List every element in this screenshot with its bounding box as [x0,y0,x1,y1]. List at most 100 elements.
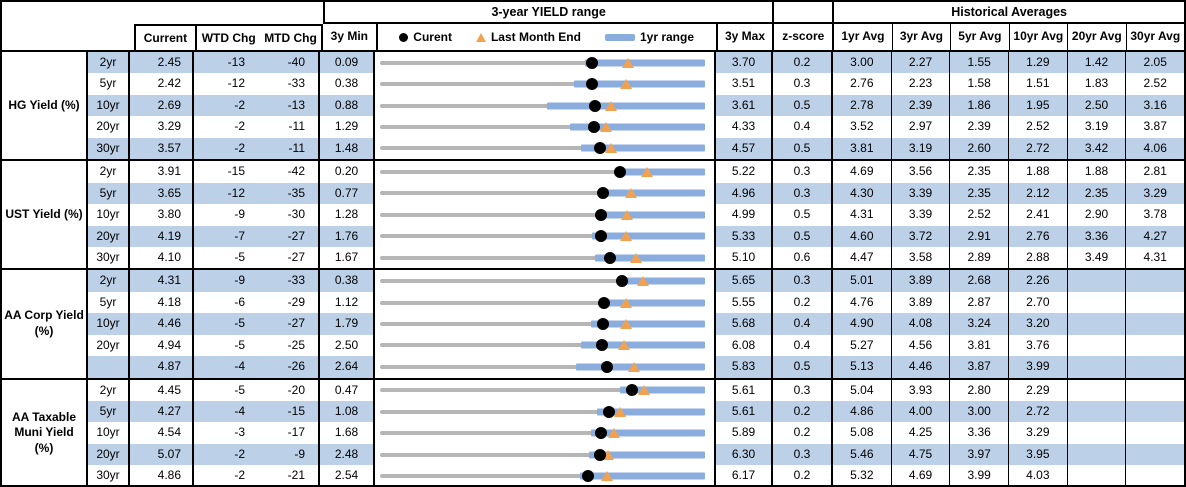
avg-value-1: 4.60 [833,225,892,247]
one-year-range-bar [599,299,705,307]
avg-value-5 [1068,379,1127,401]
wtd-chg-value: -5 [234,249,245,264]
one-year-range-bar [615,168,705,176]
range-chart-cell [375,182,716,205]
three-year-track [380,212,705,217]
table-row: 2yr 2.45 -13 -40 0.09 3.70 0.2 3.00 2.27 1.55 1.29… [86,52,1184,74]
avg-value-4: 2.70 [1009,291,1068,314]
range-chart-cell [375,379,716,401]
avg-value-3: 2.89 [950,246,1010,269]
average-values: 2.76 2.23 1.58 1.51 1.83 2.52 [833,73,1184,95]
section-rows: 2yr 4.31 -9 -33 0.38 5.65 0.3 5.01 3.89 2.68 2.26 5… [86,270,1184,378]
mtd-chg-value: -33 [258,73,320,95]
section-rows: 2yr 2.45 -13 -40 0.09 3.70 0.2 3.00 2.27 1.55 1.29… [86,52,1184,160]
range-min-value: 1.79 [320,313,375,335]
last-month-end-marker [600,471,613,482]
mtd-chg-value: -30 [258,204,320,226]
range-chart-cell [375,52,716,74]
avg-value-4: 3.76 [1009,334,1068,357]
three-year-track [380,146,705,151]
avg-value-4: 2.88 [1009,246,1068,269]
range-chart-cell [375,246,716,269]
current-value: 3.29 [130,116,194,138]
header-spacer [2,2,323,24]
avg-value-5: 2.35 [1067,182,1127,205]
average-values: 4.69 3.56 2.35 1.88 1.88 2.81 [833,161,1184,183]
average-values: 5.27 4.56 3.81 3.76 [833,334,1184,357]
avg-value-3: 2.68 [950,270,1010,292]
avg-value-5: 3.42 [1067,137,1127,160]
avg-value-4: 4.03 [1009,465,1068,485]
last-month-end-marker [638,385,651,396]
current-value: 4.54 [130,422,194,444]
wtd-chg-value: -2 [194,137,258,160]
avg-value-5: 3.19 [1068,116,1127,138]
current-value: 4.31 [130,270,194,292]
range-min-value: 0.88 [320,94,375,117]
three-year-track [380,279,705,284]
avg-value-2: 3.89 [892,291,951,314]
table-row: 4.87 -4 -26 2.64 5.83 0.5 5.13 4.46 3.87 3.99 [86,356,1184,378]
range-max-value: 5.65 [716,270,773,292]
group-label: UST Yield (%) [5,206,83,221]
wtd-chg-value: -2 [234,119,245,134]
current-dot [597,187,610,200]
current-dot [614,165,627,178]
range-chart-cell [375,161,716,183]
range-min-value: 0.38 [320,270,375,292]
mtd-chg-value: -27 [258,225,320,247]
avg-value-1: 5.46 [833,443,892,466]
current-value: 3.91 [130,161,194,183]
one-year-range-bar [595,254,705,262]
avg-value-6: 2.81 [1143,164,1167,179]
table-row: 2yr 3.91 -15 -42 0.20 5.22 0.3 4.69 3.56 2.35 1.88… [86,161,1184,183]
avg-value-2: 3.72 [891,225,951,247]
current-dot [589,99,602,112]
column-header-3y-min: 3y Min [323,24,378,50]
one-year-range-bar-icon [604,33,635,41]
last-month-end-marker [599,122,612,133]
avg-value-3: 3.24 [950,313,1010,335]
avg-value-2: 2.97 [892,116,951,138]
avg-value-3: 2.80 [950,379,1010,401]
table-row: 30yr 4.10 -5 -27 1.67 5.10 0.6 4.47 3.58 2.89 2.88… [86,246,1184,269]
one-year-range-bar [618,277,705,285]
wtd-chg-value: -9 [194,270,258,292]
section-3: AA Corp Yield (%) 2yr 4.31 -9 -33 0.38 5.65 0.3… [2,268,1184,378]
avg-value-2: 3.39 [891,182,951,205]
mtd-chg-value: -17 [258,422,320,444]
average-values: 3.81 3.19 2.60 2.72 3.42 4.06 [833,137,1184,160]
group-label: AA Taxable Muni Yield (%) [11,409,77,455]
range-plot [380,356,705,377]
range-plot [380,226,705,247]
last-month-end-marker [620,79,633,90]
range-chart-cell [375,356,716,378]
range-min-value: 2.48 [320,443,375,466]
wtd-chg-value: -12 [227,76,245,91]
three-year-track [380,191,705,196]
range-max-value: 4.99 [716,204,773,226]
table-row: 10yr 4.54 -3 -17 1.68 5.89 0.2 5.08 4.25 3.36 3.29 [86,422,1184,444]
section-1: HG Yield (%) 2yr 2.45 -13 -40 0.09 3.70 0.2 3.00… [2,52,1184,160]
average-values: 5.04 3.93 2.80 2.29 [833,379,1184,401]
last-month-end-marker [619,231,632,242]
avg-value-1: 4.69 [833,161,892,183]
column-header-chg-group: WTD Chg MTD Chg [197,24,323,50]
avg-value-5: 2.50 [1067,94,1127,117]
avg-value-3: 1.58 [950,73,1010,95]
average-values: 4.60 3.72 2.91 2.76 3.36 4.27 [833,225,1184,247]
avg-value-2: 3.93 [892,379,951,401]
avg-value-1: 3.52 [833,116,892,138]
range-plot [380,401,705,422]
table-row: 30yr 3.57 -2 -11 1.48 4.57 0.5 3.81 3.19 2.60 2.72… [86,137,1184,160]
mtd-chg-value: -26 [258,356,320,378]
avg-value-2: 4.56 [892,334,951,357]
zscore-value: 0.2 [773,52,833,74]
one-year-range-bar [575,363,705,371]
wtd-chg-value: -12 [194,182,258,205]
avg-value-3: 1.55 [950,52,1010,74]
avg-value-5 [1067,270,1127,292]
wtd-chg-value: -4 [194,356,258,378]
current-dot [601,360,614,373]
row-label: 20yr [86,225,130,247]
